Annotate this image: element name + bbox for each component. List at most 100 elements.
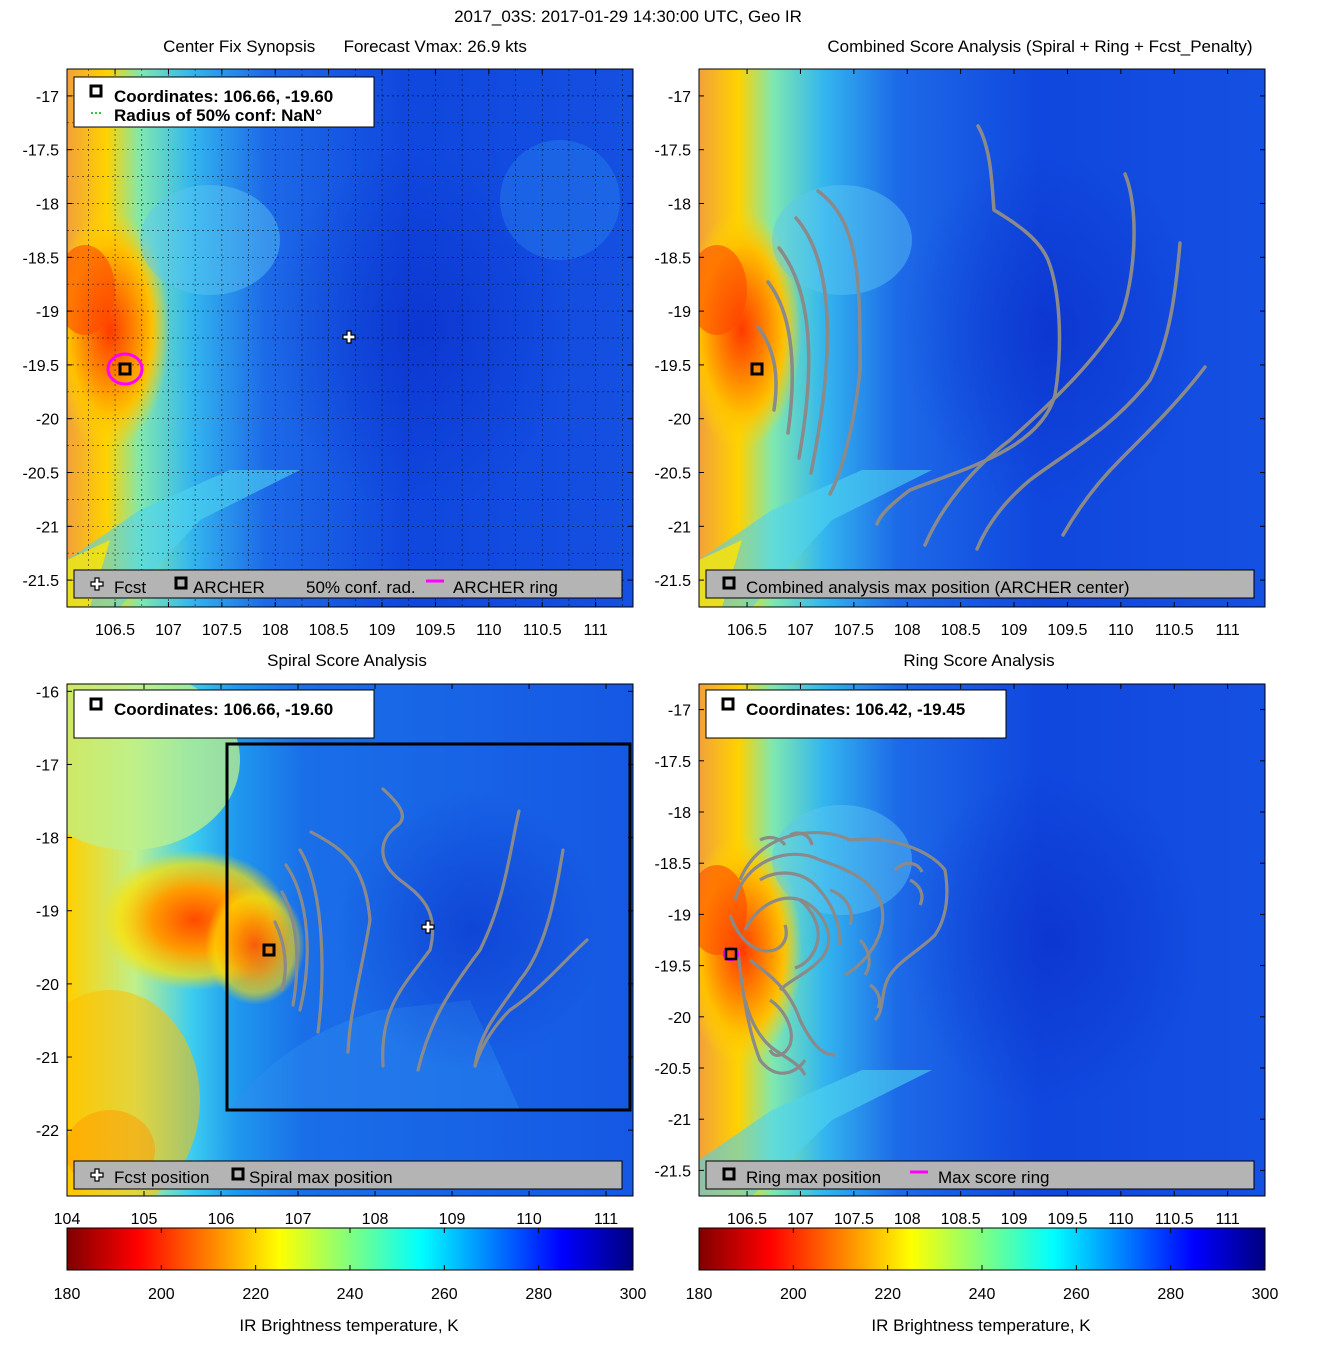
y-tick-label: -17	[36, 757, 59, 774]
y-tick-label: -18.5	[23, 250, 60, 267]
plot-frame	[698, 68, 1266, 608]
x-tick-label: 109	[439, 1211, 466, 1228]
x-tick-label: 108	[262, 622, 289, 639]
y-tick-label: -16	[36, 684, 59, 701]
y-tick-label: -20	[668, 1010, 691, 1027]
plot-frame	[698, 683, 1266, 1197]
forecast-position-marker	[421, 920, 435, 934]
colorbar-tick-label: 200	[148, 1286, 175, 1303]
colorbar-tick-label: 220	[242, 1286, 269, 1303]
info-box: Coordinates: 106.66, -19.60 Radius of 50…	[73, 76, 375, 128]
colorbar-tick-label: 280	[1157, 1286, 1184, 1303]
legend-combined-max: Combined analysis max position (ARCHER c…	[746, 578, 1130, 597]
axis-ticks: 106.5 107 107.5 108 108.5 109 109.5 110 110.5 111…	[655, 684, 1265, 1228]
y-tick-label: -19.5	[655, 959, 692, 976]
x-tick-label: 107	[787, 622, 814, 639]
radius-text: Radius of 50% conf: NaN°	[114, 106, 322, 125]
x-tick-label: 105	[131, 1211, 158, 1228]
y-tick-label: -21.5	[23, 573, 60, 590]
x-tick-label: 104	[54, 1211, 81, 1228]
y-tick-label: -20	[36, 412, 59, 429]
info-box: Coordinates: 106.42, -19.45	[705, 689, 1007, 739]
x-tick-label: 110.5	[1155, 622, 1194, 639]
x-tick-label: 107.5	[834, 622, 874, 639]
y-tick-label: -19.5	[23, 358, 60, 375]
x-tick-label: 111	[1215, 1211, 1239, 1228]
y-tick-label: -20.5	[23, 466, 60, 483]
y-tick-label: -21.5	[655, 573, 692, 590]
y-tick-label: -19	[668, 304, 691, 321]
colorbar-tick-label: 240	[969, 1286, 996, 1303]
x-tick-label: 107.5	[834, 1211, 874, 1228]
colorbar-tick-label: 300	[620, 1286, 647, 1303]
y-tick-label: -19	[36, 904, 59, 921]
panel-center-fix-synopsis: Center Fix Synopsis Forecast Vmax: 26.9 …	[23, 37, 634, 639]
info-box: Coordinates: 106.66, -19.60	[73, 689, 375, 739]
x-tick-label: 108	[894, 1211, 921, 1228]
ir-image	[699, 684, 1265, 1196]
legend-ring-max: Ring max position	[746, 1168, 881, 1187]
x-tick-label: 111	[583, 622, 607, 639]
y-tick-label: -20	[36, 977, 59, 994]
x-tick-label: 111	[594, 1211, 618, 1228]
x-tick-label: 106.5	[727, 1211, 767, 1228]
legend-conf-rad: 50% conf. rad.	[306, 578, 416, 597]
y-tick-label: -20.5	[655, 466, 692, 483]
y-tick-label: -18	[668, 805, 691, 822]
y-tick-label: -20	[668, 412, 691, 429]
x-tick-label: 108.5	[941, 622, 981, 639]
archer-center-marker	[118, 362, 132, 376]
colorbar-tick-label: 260	[1063, 1286, 1090, 1303]
archer-ring	[106, 352, 144, 386]
y-tick-label: -21.5	[655, 1163, 692, 1180]
legend: Combined analysis max position (ARCHER c…	[705, 569, 1255, 599]
legend-fcst-position: Fcst position	[114, 1168, 209, 1187]
ir-image	[67, 69, 633, 607]
colorbar-tick-label: 220	[874, 1286, 901, 1303]
x-tick-label: 108.5	[941, 1211, 981, 1228]
panel-combined-score: Combined Score Analysis (Spiral + Ring +…	[655, 37, 1266, 639]
y-tick-label: -17.5	[655, 143, 692, 160]
spiral-contours	[756, 124, 1207, 551]
colorbar-label: IR Brightness temperature, K	[239, 1316, 459, 1335]
ring-max-marker	[724, 947, 738, 961]
x-tick-label: 110	[476, 622, 502, 639]
y-tick-label: -18.5	[655, 856, 692, 873]
ir-image	[67, 684, 633, 1196]
y-tick-label: -20.5	[655, 1061, 692, 1078]
x-tick-label: 110.5	[523, 622, 562, 639]
x-tick-label: 109	[369, 622, 396, 639]
x-tick-label: 106.5	[95, 622, 135, 639]
coordinates-text: Coordinates: 106.66, -19.60	[114, 87, 333, 106]
legend-archer-ring: ARCHER ring	[453, 578, 558, 597]
figure-title: 2017_03S: 2017-01-29 14:30:00 UTC, Geo I…	[454, 7, 802, 26]
x-tick-label: 108.5	[309, 622, 349, 639]
y-tick-label: -22	[36, 1123, 59, 1140]
y-tick-label: -17	[668, 89, 691, 106]
y-tick-label: -21	[36, 519, 59, 536]
coordinates-text: Coordinates: 106.66, -19.60	[114, 700, 333, 719]
legend-fcst: Fcst	[114, 578, 146, 597]
forecast-position-marker	[342, 330, 356, 344]
colorbar-tick-label: 260	[431, 1286, 458, 1303]
plot-frame	[66, 683, 634, 1197]
x-tick-label: 110	[1108, 1211, 1134, 1228]
axis-ticks: 106.5 107 107.5 108 108.5 109 109.5 110 110.5 111…	[655, 69, 1265, 639]
y-tick-label: -18	[668, 197, 691, 214]
x-tick-label: 108	[894, 622, 921, 639]
colorbar-label: IR Brightness temperature, K	[871, 1316, 1091, 1335]
x-tick-label: 110	[516, 1211, 542, 1228]
y-tick-label: -18	[36, 831, 59, 848]
y-tick-label: -21	[36, 1050, 59, 1067]
coordinates-text: Coordinates: 106.42, -19.45	[746, 700, 965, 719]
y-tick-label: -21	[668, 1112, 691, 1129]
x-tick-label: 109.5	[1047, 622, 1087, 639]
x-tick-label: 110.5	[1155, 1211, 1194, 1228]
y-tick-label: -19.5	[655, 358, 692, 375]
colorbar-right: 180 200 220 240 260 280 300 IR Brightness temp…	[686, 1227, 1279, 1335]
legend: Ring max position Max score ring	[705, 1160, 1255, 1190]
legend: Fcst position Spiral max position	[73, 1160, 623, 1190]
panel-title: Spiral Score Analysis	[267, 651, 427, 670]
colorbar-tick-label: 300	[1252, 1286, 1279, 1303]
